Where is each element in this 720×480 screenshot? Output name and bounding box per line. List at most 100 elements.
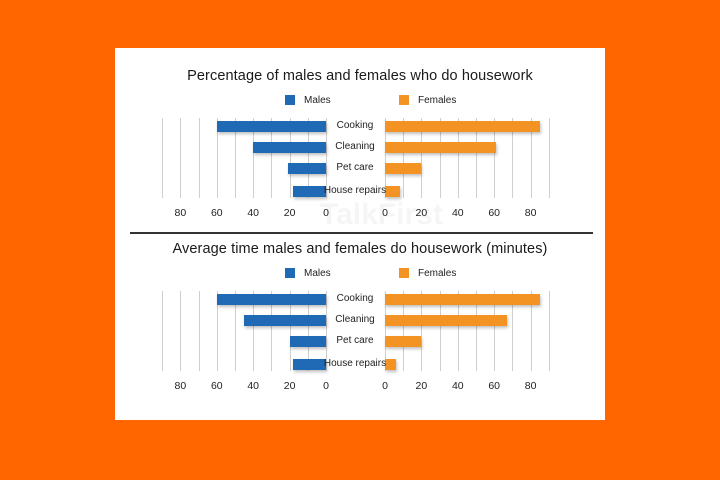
legend-males-label: Males (304, 94, 331, 106)
gridline (253, 291, 255, 371)
bar-males (289, 336, 326, 347)
bar-males (253, 142, 326, 153)
gridline (457, 118, 459, 198)
plot-area: 80 60 40 20 0 0 20 40 60 80 Cooking Cleaning Pet car… (115, 48, 605, 233)
bar-males (216, 121, 326, 132)
gridline (512, 291, 514, 371)
legend-females-swatch (399, 268, 409, 278)
x-tick-label: 60 (210, 207, 223, 219)
gridline (162, 118, 164, 198)
gridline (530, 118, 532, 198)
gridline (385, 291, 386, 371)
chart-percentage-panel: Percentage of males and females who do h… (115, 48, 605, 233)
legend-males-label: Males (304, 267, 331, 279)
legend-females: Females (399, 267, 456, 279)
chart-title: Percentage of males and females who do h… (187, 68, 533, 84)
gridline (494, 118, 496, 198)
x-tick-label: 80 (174, 207, 187, 219)
x-tick-label: 60 (488, 380, 501, 392)
gridline (530, 291, 532, 371)
gridline (235, 291, 236, 371)
x-tick-label: 40 (451, 207, 464, 219)
bar-females (385, 121, 540, 132)
bar-females (385, 142, 497, 153)
legend-females-swatch (399, 95, 409, 105)
gridline (271, 118, 273, 198)
chart-title: Average time males and females do housew… (172, 241, 548, 257)
gridline (326, 118, 327, 198)
legend-males: Males (285, 267, 331, 279)
bar-males (216, 294, 326, 305)
plot-area: 80 60 40 20 0 0 20 40 60 80 Cooking Cleaning Pet car… (115, 221, 605, 406)
bar-males (293, 359, 326, 370)
bar-females (385, 315, 507, 326)
gridline (253, 118, 255, 198)
gridline (235, 118, 236, 198)
gridline (216, 118, 218, 198)
gridline (457, 291, 459, 371)
legend-males: Males (285, 94, 331, 106)
gridline (403, 291, 405, 371)
legend-males-swatch (285, 268, 295, 278)
gridline (216, 291, 218, 371)
gridline (421, 291, 423, 371)
bar-males (244, 315, 326, 326)
gridline (476, 291, 477, 371)
bar-females (385, 294, 540, 305)
category-label: House repairs (323, 185, 387, 196)
gridline (198, 118, 200, 198)
bar-males (287, 163, 326, 174)
category-label: Pet care (336, 162, 374, 173)
gridline (403, 118, 405, 198)
legend-females-label: Females (418, 94, 457, 106)
category-label: Cleaning (335, 314, 375, 325)
x-tick-label: 20 (283, 380, 296, 392)
bar-females (385, 186, 400, 197)
gridline (289, 118, 291, 198)
gridline (198, 291, 200, 371)
gridline (439, 291, 441, 371)
x-tick-label: 40 (451, 380, 464, 392)
gridline (307, 291, 309, 371)
legend-males-swatch (285, 95, 295, 105)
legend-females: Females (399, 94, 456, 106)
bar-females (385, 163, 422, 174)
x-tick-label: 0 (382, 380, 388, 392)
gridline (307, 118, 309, 198)
gridline (385, 118, 386, 198)
bar-females (385, 359, 396, 370)
gridline (180, 291, 182, 371)
bar-males (293, 186, 326, 197)
category-label: Cooking (336, 120, 374, 131)
x-tick-label: 20 (283, 207, 296, 219)
gridline (289, 291, 291, 371)
x-tick-label: 0 (323, 380, 329, 392)
gridline (271, 291, 273, 371)
gridline (512, 118, 514, 198)
category-label: House repairs (323, 358, 387, 369)
x-tick-label: 80 (174, 380, 187, 392)
x-tick-label: 80 (524, 380, 537, 392)
gridline (548, 291, 550, 371)
gridline (548, 118, 550, 198)
gridline (421, 118, 423, 198)
gridline (326, 291, 327, 371)
x-tick-label: 20 (415, 380, 428, 392)
gridline (162, 291, 164, 371)
gridline (439, 118, 441, 198)
x-tick-label: 60 (488, 207, 501, 219)
bar-females (385, 336, 422, 347)
x-tick-label: 0 (382, 207, 388, 219)
category-label: Cleaning (335, 141, 375, 152)
gridline (180, 118, 182, 198)
watermark: TalkFirst (320, 198, 443, 232)
gridline (476, 118, 477, 198)
gridline (494, 291, 496, 371)
x-tick-label: 40 (247, 380, 260, 392)
chart-card: TalkFirst Percentage of males and female… (115, 48, 605, 420)
x-tick-label: 0 (323, 207, 329, 219)
x-tick-label: 80 (524, 207, 537, 219)
x-tick-label: 60 (210, 380, 223, 392)
x-tick-label: 40 (247, 207, 260, 219)
legend-females-label: Females (418, 267, 457, 279)
